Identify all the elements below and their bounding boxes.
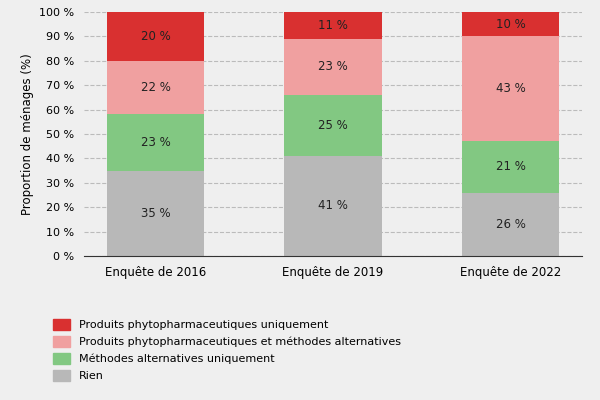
Bar (462, 12, 559, 36)
Bar (284, 95, 382, 156)
Legend: Produits phytopharmaceutiques uniquement, Produits phytopharmaceutiques et métho: Produits phytopharmaceutiques uniquement… (50, 315, 404, 384)
Bar (107, 12, 204, 61)
Text: 22 %: 22 % (140, 81, 170, 94)
Bar (107, 114, 204, 170)
Text: 43 %: 43 % (496, 82, 526, 95)
Text: 41 %: 41 % (318, 200, 348, 212)
Bar (462, 141, 559, 192)
Text: 10 %: 10 % (496, 18, 526, 31)
Text: 23 %: 23 % (140, 136, 170, 149)
Y-axis label: Proportion de ménages (%): Proportion de ménages (%) (20, 53, 34, 215)
Text: 23 %: 23 % (318, 60, 348, 73)
Bar (462, 36, 559, 141)
Text: 21 %: 21 % (496, 160, 526, 174)
Text: 20 %: 20 % (140, 30, 170, 43)
Text: 26 %: 26 % (496, 218, 526, 231)
Text: 11 %: 11 % (318, 19, 348, 32)
Text: 25 %: 25 % (318, 119, 348, 132)
Text: 35 %: 35 % (140, 207, 170, 220)
Bar (462, 192, 559, 256)
Bar (284, 156, 382, 256)
Bar (284, 39, 382, 95)
Bar (107, 61, 204, 114)
Bar (107, 170, 204, 256)
Bar (284, 12, 382, 39)
